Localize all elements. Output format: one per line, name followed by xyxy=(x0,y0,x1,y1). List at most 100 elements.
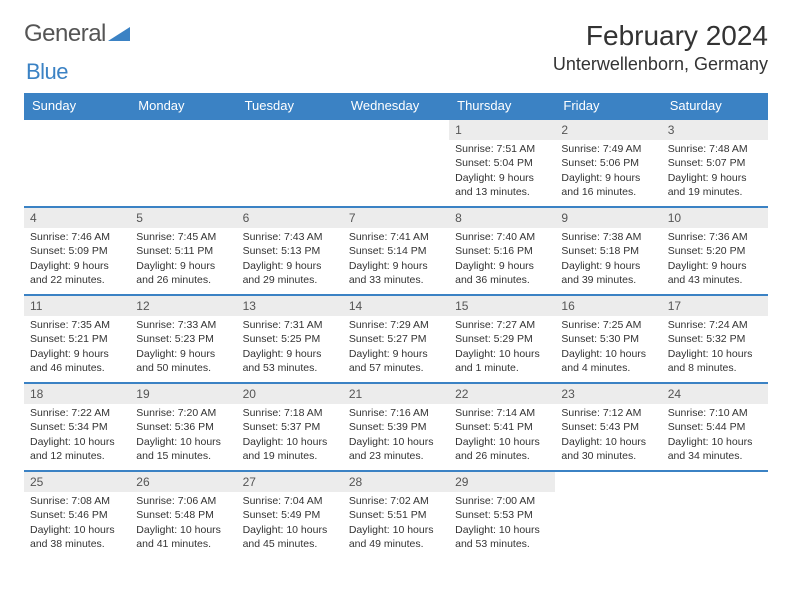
day-number: 23 xyxy=(555,384,661,404)
sunset-text: Sunset: 5:06 PM xyxy=(561,156,655,170)
day-number: 10 xyxy=(662,208,768,228)
day-number: 3 xyxy=(662,120,768,140)
day-number: 18 xyxy=(24,384,130,404)
daylight-text: Daylight: 9 hours and 39 minutes. xyxy=(561,259,655,287)
sunrise-text: Sunrise: 7:31 AM xyxy=(243,318,337,332)
sunrise-text: Sunrise: 7:35 AM xyxy=(30,318,124,332)
sunset-text: Sunset: 5:44 PM xyxy=(668,420,762,434)
daylight-text: Daylight: 10 hours and 41 minutes. xyxy=(136,523,230,551)
sunrise-text: Sunrise: 7:06 AM xyxy=(136,494,230,508)
daylight-text: Daylight: 10 hours and 8 minutes. xyxy=(668,347,762,375)
sunrise-text: Sunrise: 7:22 AM xyxy=(30,406,124,420)
sunrise-text: Sunrise: 7:10 AM xyxy=(668,406,762,420)
sunrise-text: Sunrise: 7:24 AM xyxy=(668,318,762,332)
calendar-day-cell: 28 Sunrise: 7:02 AMSunset: 5:51 PMDayligh… xyxy=(343,471,449,559)
day-body: Sunrise: 7:20 AMSunset: 5:36 PMDaylight:… xyxy=(130,404,236,467)
logo-word2: Blue xyxy=(26,59,68,84)
daylight-text: Daylight: 10 hours and 34 minutes. xyxy=(668,435,762,463)
calendar-day-cell: 14Sunrise: 7:29 AMSunset: 5:27 PMDayligh… xyxy=(343,295,449,383)
sunrise-text: Sunrise: 7:45 AM xyxy=(136,230,230,244)
day-number: 7 xyxy=(343,208,449,228)
day-body: Sunrise: 7:25 AMSunset: 5:30 PMDaylight:… xyxy=(555,316,661,379)
day-number: 28 xyxy=(343,472,449,492)
day-body: Sunrise: 7:22 AMSunset: 5:34 PMDaylight:… xyxy=(24,404,130,467)
sunrise-text: Sunrise: 7:27 AM xyxy=(455,318,549,332)
daylight-text: Daylight: 9 hours and 36 minutes. xyxy=(455,259,549,287)
day-header: Saturday xyxy=(662,93,768,119)
sunrise-text: Sunrise: 7:02 AM xyxy=(349,494,443,508)
day-body: Sunrise: 7:12 AMSunset: 5:43 PMDaylight:… xyxy=(555,404,661,467)
sunrise-text: Sunrise: 7:29 AM xyxy=(349,318,443,332)
calendar-day-cell: 25Sunrise: 7:08 AMSunset: 5:46 PMDayligh… xyxy=(24,471,130,559)
sunrise-text: Sunrise: 7:25 AM xyxy=(561,318,655,332)
calendar-day-cell: 13Sunrise: 7:31 AMSunset: 5:25 PMDayligh… xyxy=(237,295,343,383)
day-header: Friday xyxy=(555,93,661,119)
day-number: 17 xyxy=(662,296,768,316)
sunrise-text: Sunrise: 7:00 AM xyxy=(455,494,549,508)
sunrise-text: Sunrise: 7:04 AM xyxy=(243,494,337,508)
sunset-text: Sunset: 5:49 PM xyxy=(243,508,337,522)
day-body: Sunrise: 7:49 AMSunset: 5:06 PMDaylight:… xyxy=(555,140,661,203)
sunset-text: Sunset: 5:07 PM xyxy=(668,156,762,170)
day-body: Sunrise: 7:04 AMSunset: 5:49 PMDaylight:… xyxy=(237,492,343,555)
calendar-week-row: 25Sunrise: 7:08 AMSunset: 5:46 PMDayligh… xyxy=(24,471,768,559)
sunset-text: Sunset: 5:30 PM xyxy=(561,332,655,346)
day-number: 14 xyxy=(343,296,449,316)
day-number: 16 xyxy=(555,296,661,316)
day-number: 25 xyxy=(24,472,130,492)
calendar-day-cell: 27Sunrise: 7:04 AMSunset: 5:49 PMDayligh… xyxy=(237,471,343,559)
sunset-text: Sunset: 5:51 PM xyxy=(349,508,443,522)
calendar-day-cell: 17Sunrise: 7:24 AMSunset: 5:32 PMDayligh… xyxy=(662,295,768,383)
daylight-text: Daylight: 10 hours and 38 minutes. xyxy=(30,523,124,551)
calendar-day-cell: 29Sunrise: 7:00 AMSunset: 5:53 PMDayligh… xyxy=(449,471,555,559)
calendar-day-cell: 6 Sunrise: 7:43 AMSunset: 5:13 PMDaylight… xyxy=(237,207,343,295)
sunrise-text: Sunrise: 7:12 AM xyxy=(561,406,655,420)
daylight-text: Daylight: 10 hours and 53 minutes. xyxy=(455,523,549,551)
day-number: 29 xyxy=(449,472,555,492)
day-number: 15 xyxy=(449,296,555,316)
daylight-text: Daylight: 9 hours and 29 minutes. xyxy=(243,259,337,287)
day-number: 5 xyxy=(130,208,236,228)
calendar-day-cell: 26Sunrise: 7:06 AMSunset: 5:48 PMDayligh… xyxy=(130,471,236,559)
day-body: Sunrise: 7:31 AMSunset: 5:25 PMDaylight:… xyxy=(237,316,343,379)
daylight-text: Daylight: 9 hours and 46 minutes. xyxy=(30,347,124,375)
calendar-day-cell: 4Sunrise: 7:46 AMSunset: 5:09 PMDaylight… xyxy=(24,207,130,295)
calendar-day-cell: 18Sunrise: 7:22 AMSunset: 5:34 PMDayligh… xyxy=(24,383,130,471)
calendar-week-row: 4Sunrise: 7:46 AMSunset: 5:09 PMDaylight… xyxy=(24,207,768,295)
day-body: Sunrise: 7:36 AMSunset: 5:20 PMDaylight:… xyxy=(662,228,768,291)
calendar-day-cell: 20Sunrise: 7:18 AMSunset: 5:37 PMDayligh… xyxy=(237,383,343,471)
sunrise-text: Sunrise: 7:18 AM xyxy=(243,406,337,420)
sunrise-text: Sunrise: 7:43 AM xyxy=(243,230,337,244)
sunset-text: Sunset: 5:34 PM xyxy=(30,420,124,434)
calendar-week-row: 11Sunrise: 7:35 AMSunset: 5:21 PMDayligh… xyxy=(24,295,768,383)
calendar-day-cell: 16Sunrise: 7:25 AMSunset: 5:30 PMDayligh… xyxy=(555,295,661,383)
calendar-day-cell xyxy=(662,471,768,559)
calendar-week-row: 18Sunrise: 7:22 AMSunset: 5:34 PMDayligh… xyxy=(24,383,768,471)
day-body: Sunrise: 7:18 AMSunset: 5:37 PMDaylight:… xyxy=(237,404,343,467)
day-body: Sunrise: 7:41 AMSunset: 5:14 PMDaylight:… xyxy=(343,228,449,291)
month-title: February 2024 xyxy=(553,20,768,52)
calendar-day-cell: 8Sunrise: 7:40 AMSunset: 5:16 PMDaylight… xyxy=(449,207,555,295)
sunrise-text: Sunrise: 7:41 AM xyxy=(349,230,443,244)
sunrise-text: Sunrise: 7:46 AM xyxy=(30,230,124,244)
calendar-day-cell: 10Sunrise: 7:36 AMSunset: 5:20 PMDayligh… xyxy=(662,207,768,295)
day-number: 9 xyxy=(555,208,661,228)
calendar-body: 1Sunrise: 7:51 AMSunset: 5:04 PMDaylight… xyxy=(24,119,768,559)
day-number: 6 xyxy=(237,208,343,228)
day-body: Sunrise: 7:46 AMSunset: 5:09 PMDaylight:… xyxy=(24,228,130,291)
day-body: Sunrise: 7:40 AMSunset: 5:16 PMDaylight:… xyxy=(449,228,555,291)
sunset-text: Sunset: 5:39 PM xyxy=(349,420,443,434)
daylight-text: Daylight: 10 hours and 23 minutes. xyxy=(349,435,443,463)
calendar-day-cell xyxy=(555,471,661,559)
calendar-day-cell: 23Sunrise: 7:12 AMSunset: 5:43 PMDayligh… xyxy=(555,383,661,471)
daylight-text: Daylight: 10 hours and 49 minutes. xyxy=(349,523,443,551)
sunset-text: Sunset: 5:14 PM xyxy=(349,244,443,258)
day-number: 26 xyxy=(130,472,236,492)
calendar-day-cell: 11Sunrise: 7:35 AMSunset: 5:21 PMDayligh… xyxy=(24,295,130,383)
sunset-text: Sunset: 5:13 PM xyxy=(243,244,337,258)
day-body: Sunrise: 7:06 AMSunset: 5:48 PMDaylight:… xyxy=(130,492,236,555)
sunset-text: Sunset: 5:20 PM xyxy=(668,244,762,258)
day-body: Sunrise: 7:00 AMSunset: 5:53 PMDaylight:… xyxy=(449,492,555,555)
calendar-week-row: 1Sunrise: 7:51 AMSunset: 5:04 PMDaylight… xyxy=(24,119,768,207)
day-body: Sunrise: 7:35 AMSunset: 5:21 PMDaylight:… xyxy=(24,316,130,379)
